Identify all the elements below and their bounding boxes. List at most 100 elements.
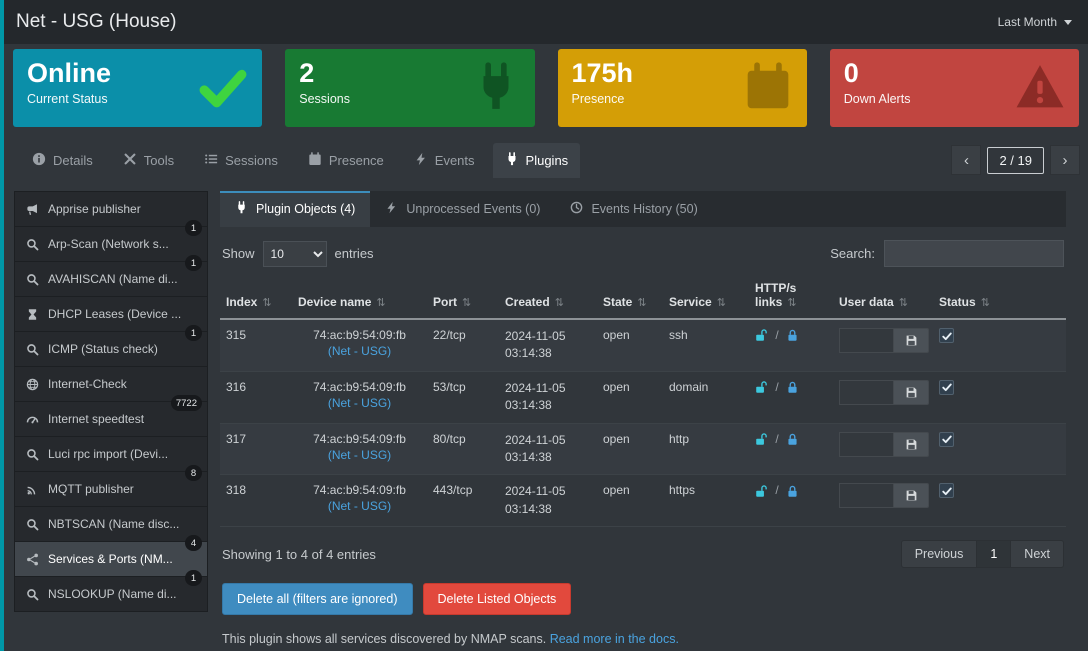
count-badge: 8	[185, 465, 202, 481]
next-page-button[interactable]: Next	[1011, 540, 1064, 569]
sidebar-item-nbtscan[interactable]: NBTSCAN (Name disc...	[14, 506, 208, 542]
tab-sessions[interactable]: Sessions	[192, 143, 290, 178]
device-pager: 2 / 19	[951, 145, 1080, 178]
description-text: This plugin shows all services discovere…	[222, 632, 547, 647]
tab-events[interactable]: Events	[402, 143, 487, 178]
alerts-value: 0	[843, 58, 859, 88]
tab-plugin-objects[interactable]: Plugin Objects (4)	[220, 191, 371, 227]
user-data-input[interactable]	[839, 328, 893, 353]
tab-details[interactable]: Details	[20, 143, 105, 178]
check-icon	[198, 62, 248, 112]
save-button[interactable]	[893, 379, 929, 405]
device-mac: 74:ac:b9:54:09:fb	[313, 379, 406, 394]
sidebar-item-services-ports[interactable]: Services & Ports (NM... 4	[14, 535, 208, 577]
sidebar-item-apprise-publisher[interactable]: Apprise publisher	[14, 191, 208, 227]
sidebar-item-icmp[interactable]: ICMP (Status check) 1	[14, 325, 208, 367]
search-icon	[26, 518, 39, 531]
tab-unprocessed-events[interactable]: Unprocessed Events (0)	[370, 191, 555, 227]
table-row: 318 74:ac:b9:54:09:fb (Net - USG) 443/tc…	[220, 474, 1066, 528]
column-header-status[interactable]: Status	[933, 277, 1066, 320]
column-header-index[interactable]: Index	[220, 277, 292, 320]
sidebar-item-nslookup[interactable]: NSLOOKUP (Name di... 1	[14, 570, 208, 612]
cell-state: open	[597, 423, 663, 476]
cell-created: 2024-11-05 03:14:38	[499, 319, 597, 372]
previous-page-button[interactable]: Previous	[900, 540, 978, 569]
https-lock-closed-icon[interactable]	[786, 381, 799, 394]
user-data-input[interactable]	[839, 379, 893, 405]
http-lock-open-icon[interactable]	[755, 485, 768, 498]
plug-icon	[505, 152, 519, 169]
status-checkbox[interactable]	[939, 431, 954, 447]
sidebar-item-avahiscan[interactable]: AVAHISCAN (Name di... 1	[14, 255, 208, 297]
hourglass-icon	[26, 308, 39, 321]
user-data-input[interactable]	[839, 483, 893, 509]
tab-events-history[interactable]: Events History (50)	[555, 191, 712, 227]
next-device-button[interactable]	[1050, 145, 1080, 175]
previous-device-button[interactable]	[951, 145, 982, 175]
device-mac: 74:ac:b9:54:09:fb	[313, 431, 406, 446]
https-lock-closed-icon[interactable]	[786, 433, 799, 446]
bolt-icon	[385, 201, 398, 217]
search-input[interactable]	[884, 240, 1064, 267]
cell-service: https	[663, 474, 749, 528]
gauge-icon	[26, 413, 39, 426]
sidebar-item-luci-rpc-import[interactable]: Luci rpc import (Devi...	[14, 436, 208, 472]
cell-state: open	[597, 371, 663, 424]
tab-label: Plugins	[525, 153, 569, 168]
http-lock-open-icon[interactable]	[755, 433, 768, 446]
column-header-http-links[interactable]: HTTP/s links	[749, 277, 833, 320]
cell-service: http	[663, 423, 749, 476]
device-link[interactable]: (Net - USG)	[327, 447, 392, 462]
content-area: Apprise publisher Arp-Scan (Network s...…	[4, 178, 1088, 651]
tab-tools[interactable]: Tools	[111, 143, 186, 178]
delete-all-button[interactable]: Delete all (filters are ignored)	[222, 583, 413, 616]
period-selector[interactable]: Last Month	[998, 15, 1072, 29]
clock-icon	[570, 201, 583, 217]
save-button[interactable]	[893, 483, 929, 509]
device-link[interactable]: (Net - USG)	[327, 499, 392, 514]
save-button[interactable]	[893, 328, 929, 353]
sidebar-item-mqtt-publisher[interactable]: MQTT publisher 8	[14, 465, 208, 507]
cell-port: 53/tcp	[427, 371, 499, 424]
status-checkbox[interactable]	[939, 483, 954, 499]
status-checkbox[interactable]	[939, 328, 954, 343]
user-data-input[interactable]	[839, 431, 893, 457]
column-header-user-data[interactable]: User data	[833, 277, 933, 320]
tab-label: Presence	[328, 153, 384, 168]
column-header-created[interactable]: Created	[499, 277, 597, 320]
https-lock-closed-icon[interactable]	[786, 329, 799, 342]
sidebar-item-label: Internet speedtest	[48, 412, 145, 426]
delete-actions: Delete all (filters are ignored) Delete …	[222, 583, 1064, 616]
status-card: Online Current Status	[13, 49, 263, 127]
broadcast-icon	[26, 483, 39, 496]
tab-plugins[interactable]: Plugins	[492, 143, 581, 178]
page-number-button[interactable]: 1	[977, 540, 1012, 569]
delete-listed-button[interactable]: Delete Listed Objects	[422, 583, 572, 616]
cell-created: 2024-11-05 03:14:38	[499, 371, 597, 424]
sort-icon	[976, 295, 990, 309]
cell-port: 22/tcp	[427, 319, 499, 372]
column-header-device-name[interactable]: Device name	[292, 277, 427, 320]
column-header-port[interactable]: Port	[427, 277, 499, 320]
column-header-service[interactable]: Service	[663, 277, 749, 320]
sidebar-item-arp-scan[interactable]: Arp-Scan (Network s... 1	[14, 220, 208, 262]
docs-link[interactable]: Read more in the docs.	[549, 632, 679, 647]
https-lock-closed-icon[interactable]	[786, 485, 799, 498]
tab-label: Tools	[143, 153, 175, 168]
cell-http-links	[749, 474, 833, 528]
search-icon	[26, 273, 39, 286]
sidebar-item-dhcp-leases[interactable]: DHCP Leases (Device ...	[14, 296, 208, 332]
cell-device: 74:ac:b9:54:09:fb (Net - USG)	[292, 423, 427, 476]
column-header-state[interactable]: State	[597, 277, 663, 320]
status-checkbox[interactable]	[939, 379, 954, 395]
device-link[interactable]: (Net - USG)	[327, 344, 392, 358]
sidebar-item-internet-speedtest[interactable]: Internet speedtest 7722	[14, 395, 208, 437]
device-link[interactable]: (Net - USG)	[327, 395, 392, 410]
save-button[interactable]	[893, 431, 929, 457]
show-label: Show	[222, 246, 255, 261]
http-lock-open-icon[interactable]	[755, 329, 768, 342]
http-lock-open-icon[interactable]	[755, 381, 768, 394]
page-length-select[interactable]: 10	[262, 240, 327, 267]
presence-card: 175h Presence	[557, 49, 807, 127]
tab-presence[interactable]: Presence	[296, 143, 396, 178]
